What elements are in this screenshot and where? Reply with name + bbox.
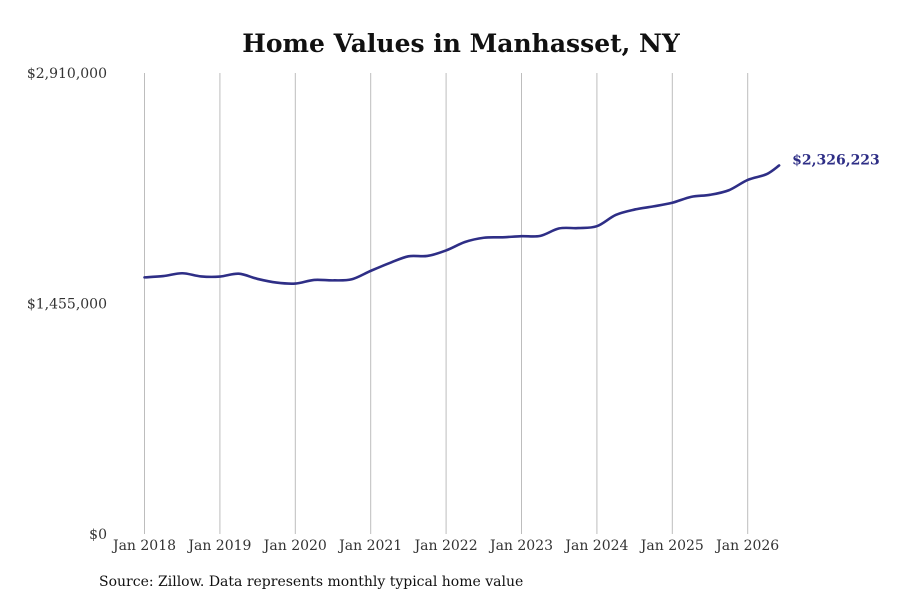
x-tick-label: Jan 2021 <box>337 538 402 554</box>
series-layer: $2,326,223 <box>143 152 880 285</box>
y-axis-ticks: $0 $1,455,000 $2,910,000 <box>27 66 107 543</box>
y-tick-label: $0 <box>89 527 107 543</box>
x-tick-label: Jan 2025 <box>639 538 704 554</box>
chart-title: Home Values in Manhasset, NY <box>242 29 681 58</box>
x-tick-label: Jan 2024 <box>563 538 628 554</box>
x-tick-label: Jan 2019 <box>186 538 251 554</box>
series-line <box>143 164 781 285</box>
grid-lines <box>144 73 749 534</box>
y-tick-label: $1,455,000 <box>27 297 107 313</box>
x-tick-label: Jan 2020 <box>262 538 327 554</box>
x-tick-label: Jan 2026 <box>714 538 779 554</box>
source-note: Source: Zillow. Data represents monthly … <box>99 574 524 590</box>
x-tick-label: Jan 2022 <box>413 538 478 554</box>
x-axis-ticks: Jan 2018 Jan 2019 Jan 2020 Jan 2021 Jan 2022… <box>111 538 779 554</box>
x-tick-label: Jan 2018 <box>111 538 176 554</box>
end-value-label: $2,326,223 <box>792 152 880 168</box>
x-tick-label: Jan 2023 <box>488 538 553 554</box>
y-tick-label: $2,910,000 <box>27 66 107 82</box>
